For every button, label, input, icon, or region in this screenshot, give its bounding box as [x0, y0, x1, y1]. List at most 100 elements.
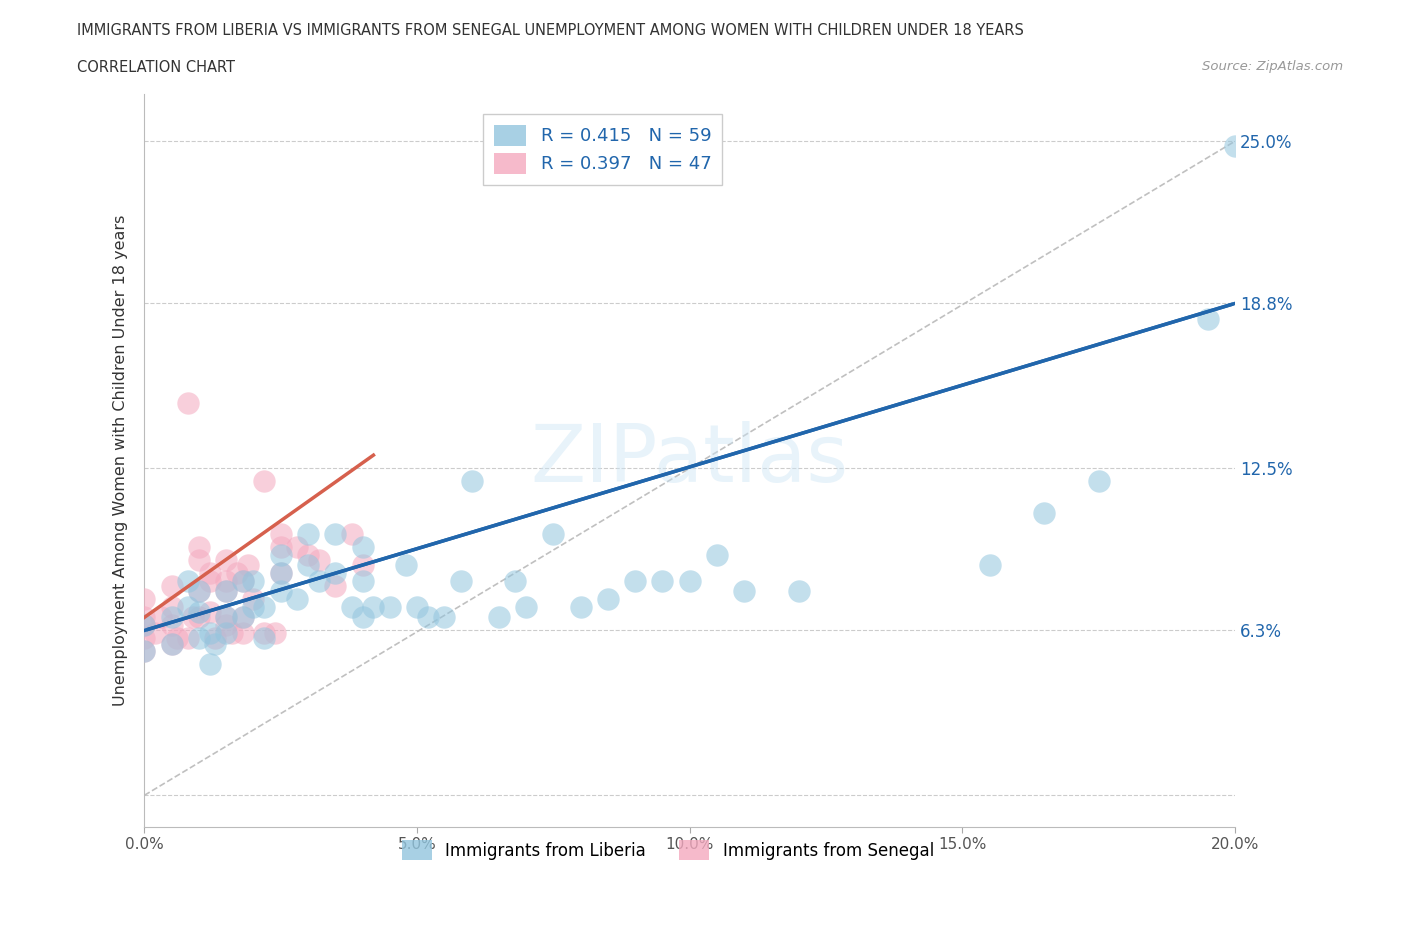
Point — [183, 610, 205, 625]
Point — [285, 539, 308, 554]
Text: CORRELATION CHART: CORRELATION CHART — [77, 60, 235, 75]
Point — [363, 600, 385, 615]
Point — [215, 626, 238, 641]
Point — [221, 626, 243, 641]
Point — [270, 526, 292, 541]
Point — [160, 600, 183, 615]
Point — [270, 565, 292, 580]
Point — [160, 618, 183, 632]
Point — [706, 547, 728, 562]
Point — [352, 539, 374, 554]
Point — [215, 584, 238, 599]
Point — [1197, 312, 1219, 326]
Point — [596, 591, 619, 606]
Point — [270, 565, 292, 580]
Point — [198, 604, 221, 619]
Point — [253, 600, 276, 615]
Point — [406, 600, 429, 615]
Point — [323, 578, 346, 593]
Point — [177, 631, 200, 645]
Point — [253, 631, 276, 645]
Point — [340, 600, 363, 615]
Point — [242, 591, 264, 606]
Point — [149, 610, 172, 625]
Point — [450, 573, 472, 588]
Point — [215, 584, 238, 599]
Point — [134, 644, 156, 658]
Point — [979, 558, 1001, 573]
Point — [187, 631, 209, 645]
Point — [236, 558, 259, 573]
Point — [488, 610, 510, 625]
Point — [253, 626, 276, 641]
Point — [352, 558, 374, 573]
Point — [340, 526, 363, 541]
Point — [308, 552, 330, 567]
Point — [543, 526, 565, 541]
Y-axis label: Unemployment Among Women with Children Under 18 years: Unemployment Among Women with Children U… — [114, 215, 128, 706]
Point — [285, 591, 308, 606]
Point — [460, 474, 482, 489]
Point — [134, 610, 156, 625]
Point — [1033, 505, 1056, 520]
Point — [160, 636, 183, 651]
Point — [323, 526, 346, 541]
Point — [215, 610, 238, 625]
Point — [679, 573, 702, 588]
Point — [308, 573, 330, 588]
Point — [323, 565, 346, 580]
Point — [134, 644, 156, 658]
Point — [187, 604, 209, 619]
Legend: Immigrants from Liberia, Immigrants from Senegal: Immigrants from Liberia, Immigrants from… — [392, 830, 943, 870]
Point — [624, 573, 647, 588]
Point — [1223, 139, 1246, 153]
Point — [198, 573, 221, 588]
Point — [242, 573, 264, 588]
Point — [297, 526, 319, 541]
Point — [177, 395, 200, 410]
Point — [352, 573, 374, 588]
Point — [253, 474, 276, 489]
Point — [187, 584, 209, 599]
Point — [297, 547, 319, 562]
Point — [215, 573, 238, 588]
Point — [143, 626, 166, 641]
Point — [134, 618, 156, 632]
Point — [177, 573, 200, 588]
Point — [166, 631, 188, 645]
Point — [733, 584, 755, 599]
Point — [433, 610, 456, 625]
Point — [1087, 474, 1109, 489]
Text: Source: ZipAtlas.com: Source: ZipAtlas.com — [1202, 60, 1343, 73]
Point — [134, 631, 156, 645]
Point — [187, 552, 209, 567]
Point — [378, 600, 401, 615]
Point — [297, 558, 319, 573]
Point — [215, 610, 238, 625]
Point — [187, 539, 209, 554]
Point — [198, 657, 221, 671]
Point — [187, 610, 209, 625]
Point — [160, 578, 183, 593]
Point — [160, 636, 183, 651]
Point — [352, 610, 374, 625]
Point — [198, 626, 221, 641]
Point — [787, 584, 810, 599]
Point — [232, 626, 254, 641]
Point — [204, 636, 226, 651]
Point — [651, 573, 673, 588]
Point — [270, 547, 292, 562]
Point — [134, 591, 156, 606]
Point — [270, 539, 292, 554]
Text: IMMIGRANTS FROM LIBERIA VS IMMIGRANTS FROM SENEGAL UNEMPLOYMENT AMONG WOMEN WITH: IMMIGRANTS FROM LIBERIA VS IMMIGRANTS FR… — [77, 23, 1024, 38]
Point — [515, 600, 537, 615]
Point — [226, 565, 249, 580]
Point — [204, 631, 226, 645]
Point — [242, 600, 264, 615]
Point — [416, 610, 439, 625]
Point — [134, 618, 156, 632]
Point — [232, 573, 254, 588]
Point — [264, 626, 287, 641]
Point — [569, 600, 592, 615]
Point — [177, 600, 200, 615]
